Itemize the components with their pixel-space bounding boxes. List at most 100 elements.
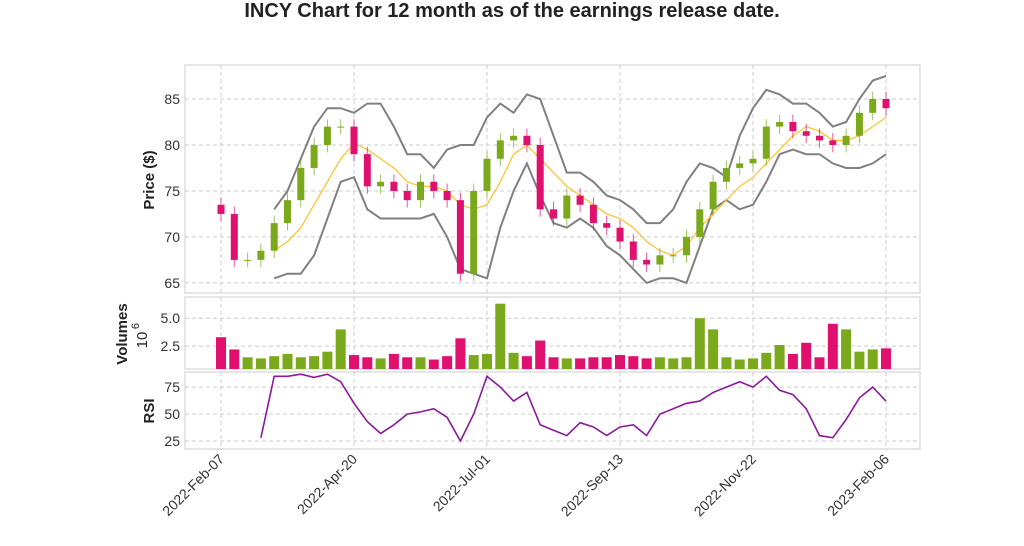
candle-body	[323, 126, 331, 145]
x-tick-label: 2023-Feb-06	[824, 451, 892, 519]
price-ytick-label: 80	[164, 137, 180, 153]
bollinger-lower-line	[273, 148, 887, 285]
rsi-ytick-label: 50	[164, 406, 180, 422]
volume-bar	[748, 358, 758, 369]
volume-bar	[827, 323, 838, 369]
candle-body	[603, 223, 611, 228]
candle-body	[337, 126, 345, 128]
candle-body	[403, 190, 411, 201]
volume-bar	[561, 358, 572, 369]
volume-scale-exp: 6	[130, 323, 142, 329]
candle-body	[656, 255, 664, 265]
volume-bar	[535, 340, 546, 369]
candle-body	[244, 259, 252, 261]
volume-bar	[601, 357, 612, 369]
price-ytick-label: 70	[164, 229, 180, 245]
volume-bar	[841, 329, 852, 369]
volume-bar	[694, 318, 705, 369]
x-tick-label: 2022-Apr-20	[294, 451, 360, 517]
chart-title: INCY Chart for 12 month as of the earnin…	[244, 0, 779, 22]
candle-body	[390, 181, 398, 191]
candle-body	[470, 190, 478, 274]
volume-ytick-label: 5.0	[161, 310, 181, 326]
price-ytick-label: 75	[164, 183, 180, 199]
x-tick-label: 2022-Nov-22	[691, 451, 760, 520]
volume-bar	[575, 358, 586, 369]
candle-body	[589, 204, 597, 224]
volume-bar	[322, 351, 333, 369]
x-tick-label: 2022-Feb-07	[159, 451, 227, 519]
volume-bar	[734, 359, 745, 369]
candle-body	[882, 99, 890, 109]
volume-bar	[761, 352, 772, 369]
price-panel: 65 70 75 80 85	[164, 64, 921, 294]
rsi-panel: 25 50 75	[164, 371, 921, 450]
candle-body	[550, 209, 557, 219]
volume-bar	[255, 358, 266, 369]
rsi-ytick-label: 25	[164, 433, 180, 449]
volume-bar	[455, 338, 466, 369]
volume-bar	[402, 357, 413, 369]
volume-ylabel: Volumes	[114, 303, 131, 364]
volume-scale-label: 10	[134, 332, 151, 349]
candle-body	[629, 241, 637, 260]
x-tick-label: 2022-Sep-13	[558, 451, 627, 520]
candle-body	[350, 126, 358, 155]
rsi-line	[260, 373, 887, 443]
candle-body	[616, 227, 624, 242]
volume-panel: 2.5 5.0	[161, 296, 921, 370]
candle-body	[430, 181, 438, 191]
candle-body	[456, 200, 464, 274]
candle-body	[377, 181, 385, 187]
volume-bar	[295, 357, 306, 369]
candle-body	[696, 209, 704, 237]
volume-bar	[442, 356, 453, 369]
volume-bar	[708, 329, 719, 369]
candle-body	[802, 131, 810, 136]
candle-body	[722, 167, 730, 182]
volume-bar	[721, 357, 732, 369]
candle-body	[536, 144, 544, 210]
candle-body	[855, 112, 863, 136]
volume-bar	[801, 342, 812, 369]
candle-body	[417, 181, 424, 201]
candle-body	[483, 158, 491, 191]
volume-bar	[774, 345, 785, 369]
volume-bar	[335, 329, 346, 369]
candle-body	[776, 122, 784, 127]
rsi-ylabel: RSI	[141, 398, 158, 423]
volume-bar	[482, 353, 492, 369]
x-axis: 2022-Feb-07 2022-Apr-20 2022-Jul-01 2022-Se…	[159, 451, 892, 520]
volume-bar	[495, 303, 506, 369]
candle-body	[829, 140, 837, 145]
volume-bar	[548, 357, 559, 369]
candle-body	[749, 158, 757, 164]
candle-body	[643, 259, 651, 265]
candle-body	[363, 154, 371, 187]
bollinger-upper-line	[273, 75, 887, 225]
candle-body	[709, 181, 717, 210]
volume-bar	[615, 355, 625, 369]
volume-bar	[668, 358, 679, 369]
volume-bar	[521, 356, 532, 369]
price-ytick-label: 65	[164, 275, 180, 291]
volume-bar	[415, 357, 426, 369]
candle-body	[789, 122, 797, 132]
candle-body	[869, 99, 877, 113]
candle-body	[762, 126, 770, 159]
volume-bar	[388, 353, 399, 369]
price-ylabel: Price ($)	[141, 150, 158, 209]
rsi-frame	[184, 371, 921, 450]
price-ytick-label: 85	[164, 91, 180, 107]
candle-body	[816, 135, 823, 141]
candle-body	[510, 135, 518, 141]
volume-bar	[881, 348, 891, 369]
candle-body	[257, 250, 265, 260]
candle-body	[523, 135, 531, 145]
volume-bar	[867, 349, 878, 369]
rsi-ytick-label: 75	[164, 379, 180, 395]
volume-bar	[588, 357, 599, 369]
volume-bar	[375, 358, 386, 369]
volume-bar	[428, 359, 439, 369]
volume-ytick-label: 2.5	[161, 338, 181, 354]
